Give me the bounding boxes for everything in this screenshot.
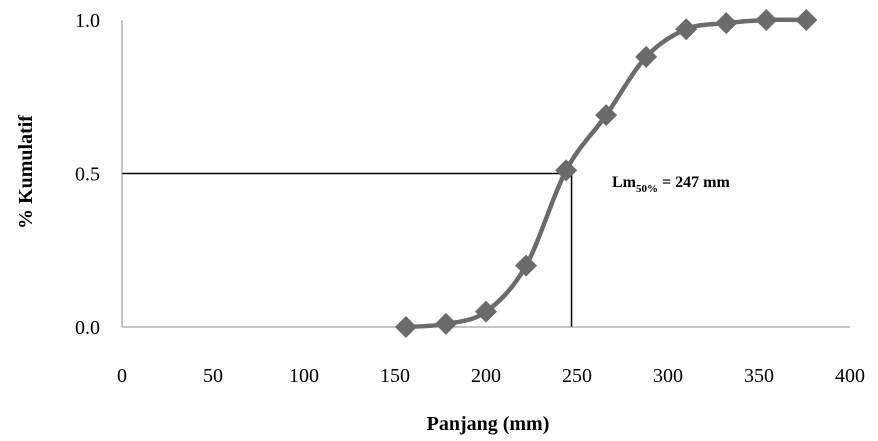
x-tick-label: 300 (653, 365, 683, 387)
data-point-marker (755, 9, 778, 31)
data-point-marker (555, 159, 578, 182)
x-tick-label: 150 (380, 365, 410, 387)
x-tick-label: 100 (289, 365, 319, 387)
axes (121, 20, 850, 328)
y-tick-label: 0.5 (75, 164, 100, 186)
data-point-marker (515, 254, 538, 277)
x-tick-label: 350 (744, 365, 774, 387)
y-tick-label: 0.0 (75, 317, 100, 339)
reference-lines (122, 172, 573, 327)
data-point-marker (675, 18, 698, 41)
tick-labels: 0 50 100 150 200 250 300 350 400 0.0 0.5 1.0 (75, 10, 865, 387)
data-point-marker (595, 104, 618, 127)
data-point-marker (715, 12, 738, 35)
data-point-marker (394, 316, 417, 338)
annotation-prefix: Lm (612, 174, 637, 191)
data-point-marker (795, 9, 818, 31)
lm50-annotation: Lm50% = 247 mm (612, 174, 730, 195)
series (394, 9, 818, 338)
x-tick-label: 250 (562, 365, 592, 387)
x-tick-label: 200 (471, 365, 501, 387)
annotation-subscript: 50% (636, 183, 658, 195)
annotation-suffix: = 247 mm (658, 174, 730, 191)
data-point-marker (635, 45, 658, 68)
x-tick-label: 50 (203, 365, 223, 387)
x-tick-label: 0 (117, 365, 127, 387)
data-point-marker (434, 312, 457, 335)
y-axis-title: % Kumulatif (15, 115, 37, 229)
y-tick-label: 1.0 (75, 10, 100, 32)
x-axis-title: Panjang (mm) (427, 413, 550, 435)
data-point-marker (475, 300, 497, 323)
x-tick-label: 400 (835, 365, 865, 387)
